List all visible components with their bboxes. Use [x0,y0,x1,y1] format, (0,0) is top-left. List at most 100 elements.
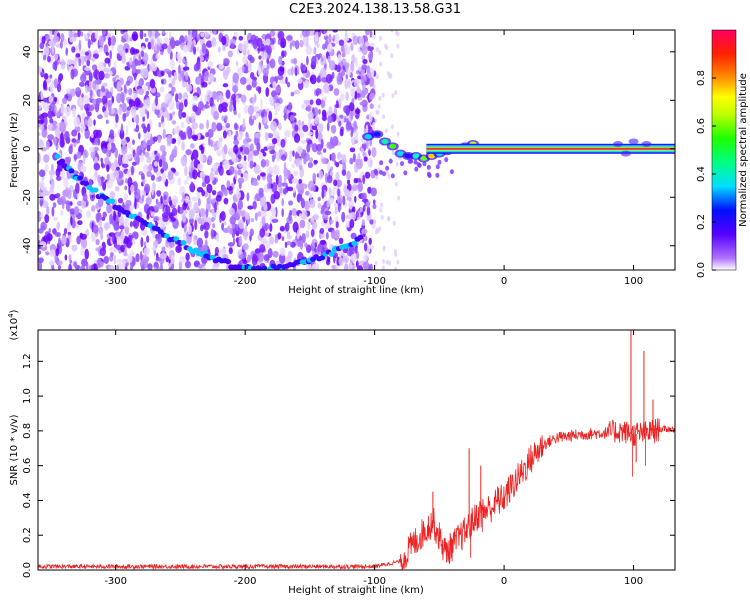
noise-cell [310,186,316,191]
noise-cell [107,142,112,151]
noise-cell [326,200,331,208]
noise-cell [275,174,279,185]
noise-cell [387,216,391,222]
noise-cell [363,242,368,252]
tail-cell [620,150,631,157]
noise-cell [91,57,96,62]
noise-cell [268,110,273,122]
noise-cell [203,222,210,231]
noise-cell [367,186,372,194]
noise-cell [174,171,179,177]
noise-cell [341,70,346,77]
noise-cell [288,200,294,206]
noise-cell [277,232,282,240]
noise-cell [157,175,162,182]
noise-cell [100,161,104,168]
noise-cell [315,128,319,139]
noise-cell [217,30,225,33]
noise-cell [88,72,93,82]
noise-cell [184,165,188,177]
noise-cell [162,150,167,157]
noise-cell [238,219,245,230]
noise-cell [51,125,55,132]
noise-cell [385,170,389,176]
noise-cell [73,261,77,268]
noise-cell [378,226,382,232]
noise-cell [182,57,186,64]
noise-cell [131,237,136,245]
noise-cell [78,58,82,67]
noise-cell [90,264,94,270]
noise-cell [146,214,150,220]
noise-cell [309,99,314,105]
noise-cell [181,192,185,203]
noise-cell [222,69,230,77]
noise-cell [76,151,82,159]
noise-cell [254,132,261,139]
noise-cell [119,49,126,57]
noise-cell [311,143,319,153]
noise-cell [223,143,228,155]
transition-cell [400,161,405,167]
y-tick-label: 1.2 [22,353,33,369]
noise-cell [259,221,262,231]
noise-cell [257,64,261,76]
noise-cell [341,169,347,176]
noise-cell [244,212,250,220]
noise-cell [80,73,87,83]
noise-cell [151,185,154,196]
noise-cell [178,130,184,138]
noise-cell [191,122,199,130]
noise-cell [201,189,206,197]
noise-cell [254,112,260,119]
noise-cell [44,116,48,127]
spectrogram-frame [37,29,676,271]
noise-cell [375,47,379,53]
noise-cell [199,208,206,217]
noise-cell [57,74,62,85]
noise-cell [311,55,317,66]
noise-cell [48,96,54,103]
noise-cell [306,142,311,153]
noise-cell [350,73,354,78]
noise-cell [90,133,94,138]
noise-cell [321,189,325,199]
noise-cell [181,213,187,223]
noise-cell [281,149,286,154]
noise-cell [166,113,170,122]
noise-cell [74,153,77,162]
noise-cell [394,181,398,187]
arc-cell [92,187,99,193]
noise-cell [222,83,229,88]
noise-cell [312,214,320,221]
noise-cell [374,229,378,235]
noise-cell [120,123,124,134]
noise-cell [307,111,314,120]
noise-cell [44,214,50,224]
transition-cell [416,161,421,167]
noise-cell [392,220,396,226]
noise-cell [345,121,352,131]
noise-cell [214,201,217,213]
noise-cell [295,157,302,168]
noise-cell [329,219,334,224]
noise-cell [163,37,169,45]
noise-cell [208,77,211,83]
noise-cell [311,124,318,131]
noise-cell [57,237,61,247]
noise-cell [46,205,50,215]
noise-cell [309,74,317,85]
noise-cell [129,57,133,66]
noise-cell [242,50,247,57]
noise-cell [330,166,334,171]
noise-cell [116,81,122,92]
noise-cell [306,131,313,136]
noise-cell [128,88,133,96]
noise-cell [75,87,81,92]
noise-cell [256,175,261,181]
noise-cell [152,240,158,248]
noise-cell [42,54,47,61]
noise-cell [328,33,332,44]
noise-cell [154,108,160,116]
noise-cell [118,106,123,115]
